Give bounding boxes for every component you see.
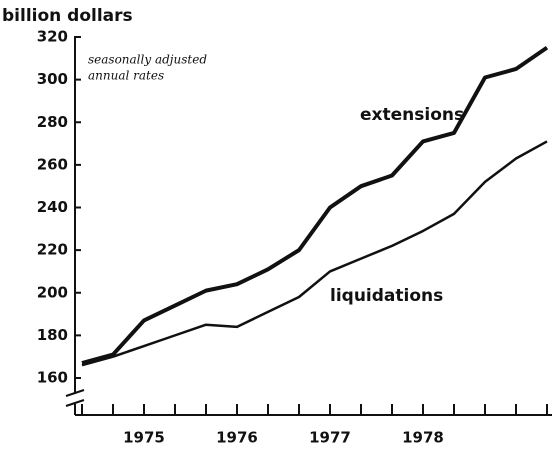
line [81, 140, 548, 367]
y-tick-label: 300 [37, 70, 68, 88]
note: seasonally adjusted [88, 53, 207, 67]
y-tick-label: 180 [37, 326, 68, 344]
series-label: extensions [360, 105, 464, 125]
axis-break [65, 389, 85, 397]
y-tick-label: 220 [37, 241, 68, 259]
note: annual rates [88, 69, 164, 83]
x-tick-label: 1976 [216, 429, 258, 447]
y-tick-label: 240 [37, 198, 68, 216]
y-tick-label: 320 [37, 28, 68, 46]
y-tick-label: 260 [37, 155, 68, 173]
y-tick-label: 160 [37, 369, 68, 387]
x-tick-label: 1978 [402, 429, 444, 447]
x-tick-label: 1975 [123, 429, 165, 447]
line [81, 46, 549, 366]
y-tick-label: 280 [37, 113, 68, 131]
axis-break [65, 399, 85, 407]
y-tick-label: 200 [37, 283, 68, 301]
series-label: liquidations [330, 286, 443, 306]
y-axis-label: billion dollars [2, 6, 133, 26]
x-tick-label: 1977 [309, 429, 351, 447]
